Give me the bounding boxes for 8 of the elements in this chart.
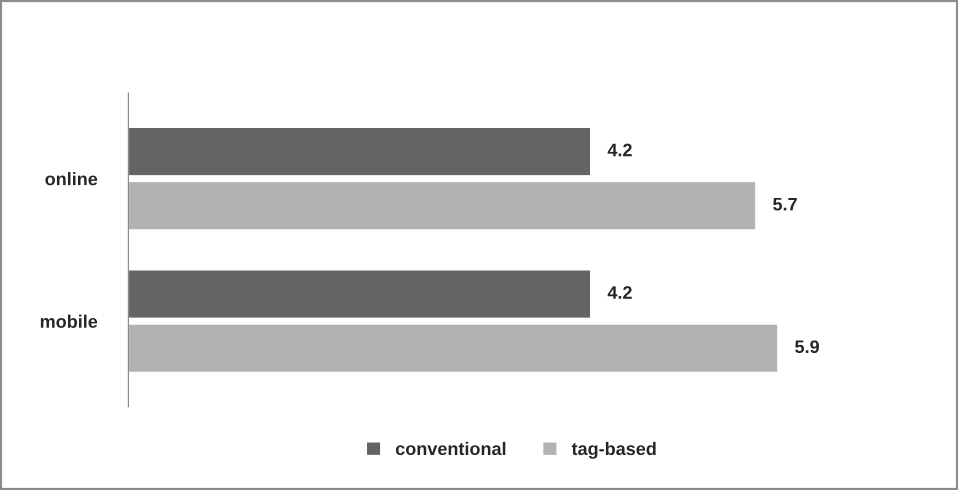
y-tick-label: online (45, 172, 98, 186)
y-tick-label: mobile (40, 314, 98, 328)
data-label: 4.2 (608, 144, 632, 156)
data-label: 5.7 (773, 198, 797, 211)
data-label: 4.2 (608, 286, 632, 299)
legend-label: conventional (396, 442, 506, 456)
legend-label: tag-based (572, 442, 656, 459)
data-label: 5.9 (795, 340, 819, 354)
